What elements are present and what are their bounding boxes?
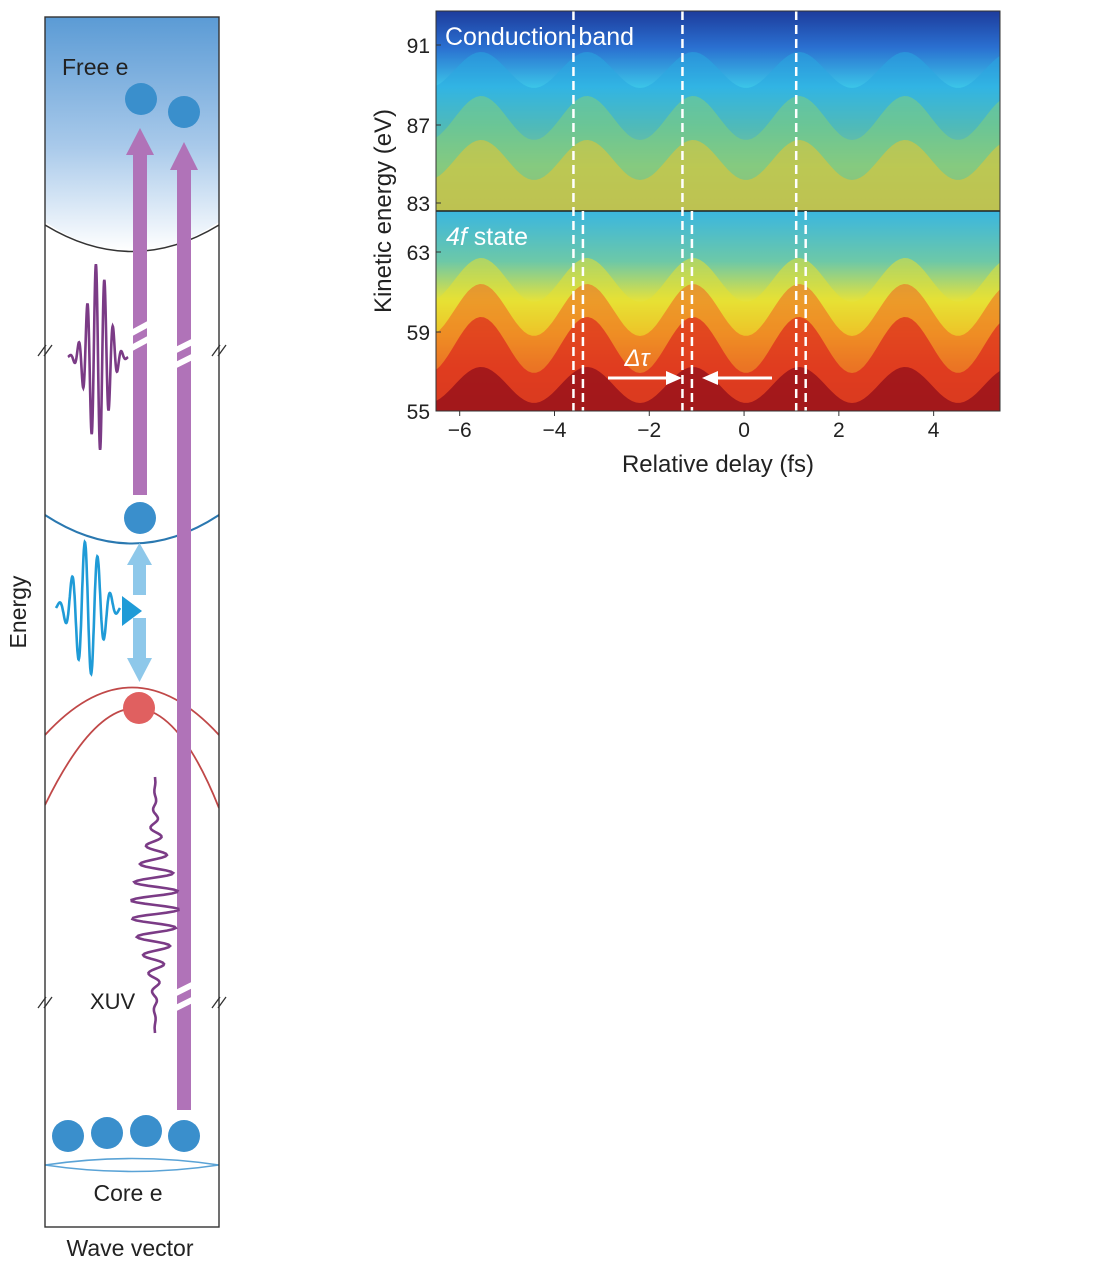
y-tick-label: 91 xyxy=(407,35,430,58)
conduction-electron xyxy=(124,502,156,534)
ir-pulse-wave xyxy=(54,539,122,677)
ir-pulse-arrowhead xyxy=(122,596,142,626)
core-electron-4 xyxy=(168,1120,200,1152)
core-electron-2 xyxy=(91,1117,123,1149)
core-electron-label: Core e xyxy=(93,1180,162,1206)
conduction-band-label: Conduction band xyxy=(445,23,634,51)
dashed-reference-lines xyxy=(572,11,807,411)
ir-double-arrow xyxy=(127,543,152,682)
valence-band-curve-lower xyxy=(45,707,219,809)
kinetic-energy-axis-label: Kinetic energy (eV) xyxy=(370,109,397,313)
valence-band-curve-upper xyxy=(45,686,219,736)
vacuum-edge-line xyxy=(45,224,219,253)
core-electron-1 xyxy=(52,1120,84,1152)
4f-state-contour xyxy=(436,367,1000,411)
conduction-band-contour xyxy=(436,140,1000,211)
xuv-excitation-arrow-1 xyxy=(126,128,154,495)
y-tick-label: 87 xyxy=(407,115,430,138)
band-diagram: Free e XUV Core e Energy Wave vector xyxy=(5,16,227,1261)
left-panel-frame xyxy=(44,16,220,1228)
xuv-excitation-arrow-2 xyxy=(170,142,198,1110)
photoemission-spectrogram: Conduction band 4f state Δτ 91 87 83 63 … xyxy=(370,10,1001,478)
axis-break-marks-left-panel xyxy=(37,344,227,1009)
delta-tau-label: Δτ xyxy=(623,345,651,372)
core-electron-3 xyxy=(130,1115,162,1147)
core-band-curve xyxy=(45,1157,219,1173)
4f-state-label: 4f state xyxy=(446,223,528,251)
y-axis-ticks: 91 87 83 63 59 55 xyxy=(407,35,430,424)
y-tick-label: 83 xyxy=(407,193,430,216)
xuv-pulse-wave-upper xyxy=(67,264,129,450)
4f-state-label-italic: 4f xyxy=(446,223,470,251)
x-tick-label: −6 xyxy=(448,419,472,442)
wave-vector-axis-label: Wave vector xyxy=(67,1235,194,1261)
x-tick-label: 4 xyxy=(928,419,940,442)
x-tick-label: −4 xyxy=(543,419,567,442)
x-tick-label: 0 xyxy=(738,419,750,442)
x-tick-label: −2 xyxy=(637,419,661,442)
vacuum-region xyxy=(45,17,219,251)
y-tick-label: 55 xyxy=(407,401,430,424)
valence-hole xyxy=(123,692,155,724)
x-tick-label: 2 xyxy=(833,419,845,442)
free-electron-2 xyxy=(168,96,200,128)
y-tick-marks xyxy=(436,44,441,333)
arrow-break-marks xyxy=(126,319,198,1013)
x-axis-ticks: −6 −4 −2 0 2 4 xyxy=(448,411,940,442)
xuv-label: XUV xyxy=(90,989,136,1014)
conduction-band-modulation xyxy=(436,52,1000,211)
y-tick-label: 59 xyxy=(407,322,430,345)
y-tick-label: 63 xyxy=(407,242,430,265)
4f-state-modulation xyxy=(436,258,1000,411)
xuv-pulse-wave-lower xyxy=(130,776,180,1034)
4f-state-label-rest: state xyxy=(467,223,528,251)
energy-axis-label: Energy xyxy=(5,575,31,648)
free-electron-1 xyxy=(125,83,157,115)
spectrogram-frame xyxy=(435,10,1001,412)
conduction-band-curve xyxy=(45,514,219,545)
free-electron-label: Free e xyxy=(62,54,128,80)
relative-delay-axis-label: Relative delay (fs) xyxy=(622,451,814,478)
delta-tau-arrows xyxy=(608,371,772,385)
